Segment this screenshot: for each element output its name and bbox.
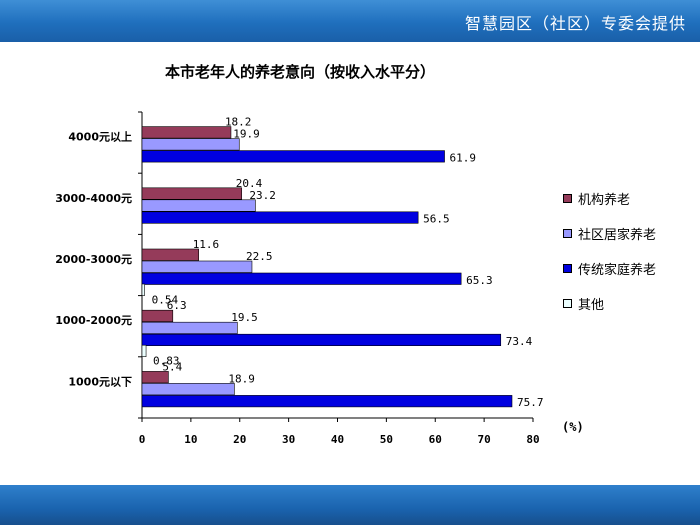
x-tick-label: 0 — [139, 433, 146, 446]
legend-label: 其他 — [578, 298, 605, 313]
bar — [141, 371, 169, 384]
bar — [141, 211, 419, 224]
category-label: 4000元以上 — [68, 130, 132, 144]
legend-swatch — [563, 194, 572, 203]
x-tick-label: 30 — [282, 433, 295, 446]
legend-item-community: 社区居家养老 — [563, 216, 683, 251]
bar — [141, 187, 243, 200]
bar — [141, 150, 445, 163]
legend-swatch — [563, 299, 572, 308]
x-tick-label: 60 — [429, 433, 442, 446]
data-label: 19.5 — [231, 311, 258, 324]
bar — [141, 260, 253, 273]
bar — [141, 138, 240, 151]
legend-label: 机构养老 — [578, 193, 631, 208]
data-label: 19.9 — [233, 128, 259, 141]
data-label: 23.2 — [249, 189, 276, 202]
bar — [141, 395, 513, 408]
category-label: 1000-2000元 — [55, 314, 132, 327]
category-label: 1000元以下 — [68, 375, 132, 388]
x-tick-label: 10 — [184, 433, 197, 446]
bar — [141, 333, 502, 347]
bar — [141, 272, 462, 285]
data-label: 73.4 — [506, 335, 533, 348]
data-label: 75.7 — [517, 396, 544, 409]
data-label: 5.4 — [162, 360, 182, 373]
bar — [141, 344, 147, 358]
bar — [141, 126, 232, 139]
legend-label: 传统家庭养老 — [578, 263, 657, 278]
bar — [141, 283, 145, 296]
x-tick-label: 50 — [380, 433, 393, 446]
top-banner: 智慧园区（社区）专委会提供 — [0, 0, 700, 42]
legend-item-institutional: 机构养老 — [563, 181, 683, 216]
legend-swatch — [563, 264, 572, 273]
bar — [141, 199, 256, 212]
data-label: 11.6 — [193, 238, 220, 251]
data-label: 20.4 — [236, 177, 263, 190]
data-label: 22.5 — [246, 250, 273, 263]
x-tick-label: 20 — [233, 433, 246, 446]
legend-item-family: 传统家庭养老 — [563, 251, 683, 286]
x-tick-label: 80 — [526, 433, 539, 446]
bar — [141, 321, 238, 335]
category-label: 2000-3000元 — [55, 253, 132, 266]
data-label: 18.2 — [225, 116, 252, 129]
data-label: 61.9 — [450, 151, 477, 164]
bar — [141, 383, 235, 396]
legend: 机构养老 社区居家养老 传统家庭养老 其他 — [555, 180, 683, 313]
bar — [141, 309, 174, 323]
banner-title: 智慧园区（社区）专委会提供 — [464, 14, 686, 33]
legend-swatch — [563, 229, 572, 238]
data-label: 18.9 — [228, 372, 255, 385]
x-tick-label: 70 — [478, 433, 491, 446]
category-label: 3000-4000元 — [55, 192, 132, 205]
chart-title: 本市老年人的养老意向（按收入水平分） — [164, 63, 435, 81]
data-label: 6.3 — [167, 299, 187, 312]
bottom-banner — [0, 485, 700, 525]
bar — [141, 248, 199, 261]
data-label: 0.83 — [153, 355, 180, 368]
data-label: 0.54 — [152, 294, 179, 307]
legend-item-other: 其他 — [563, 286, 683, 321]
legend-label: 社区居家养老 — [578, 228, 657, 243]
data-label: 56.5 — [423, 213, 450, 226]
unit-label: (%) — [562, 420, 584, 434]
x-tick-label: 40 — [331, 433, 344, 446]
data-label: 65.3 — [466, 274, 493, 287]
